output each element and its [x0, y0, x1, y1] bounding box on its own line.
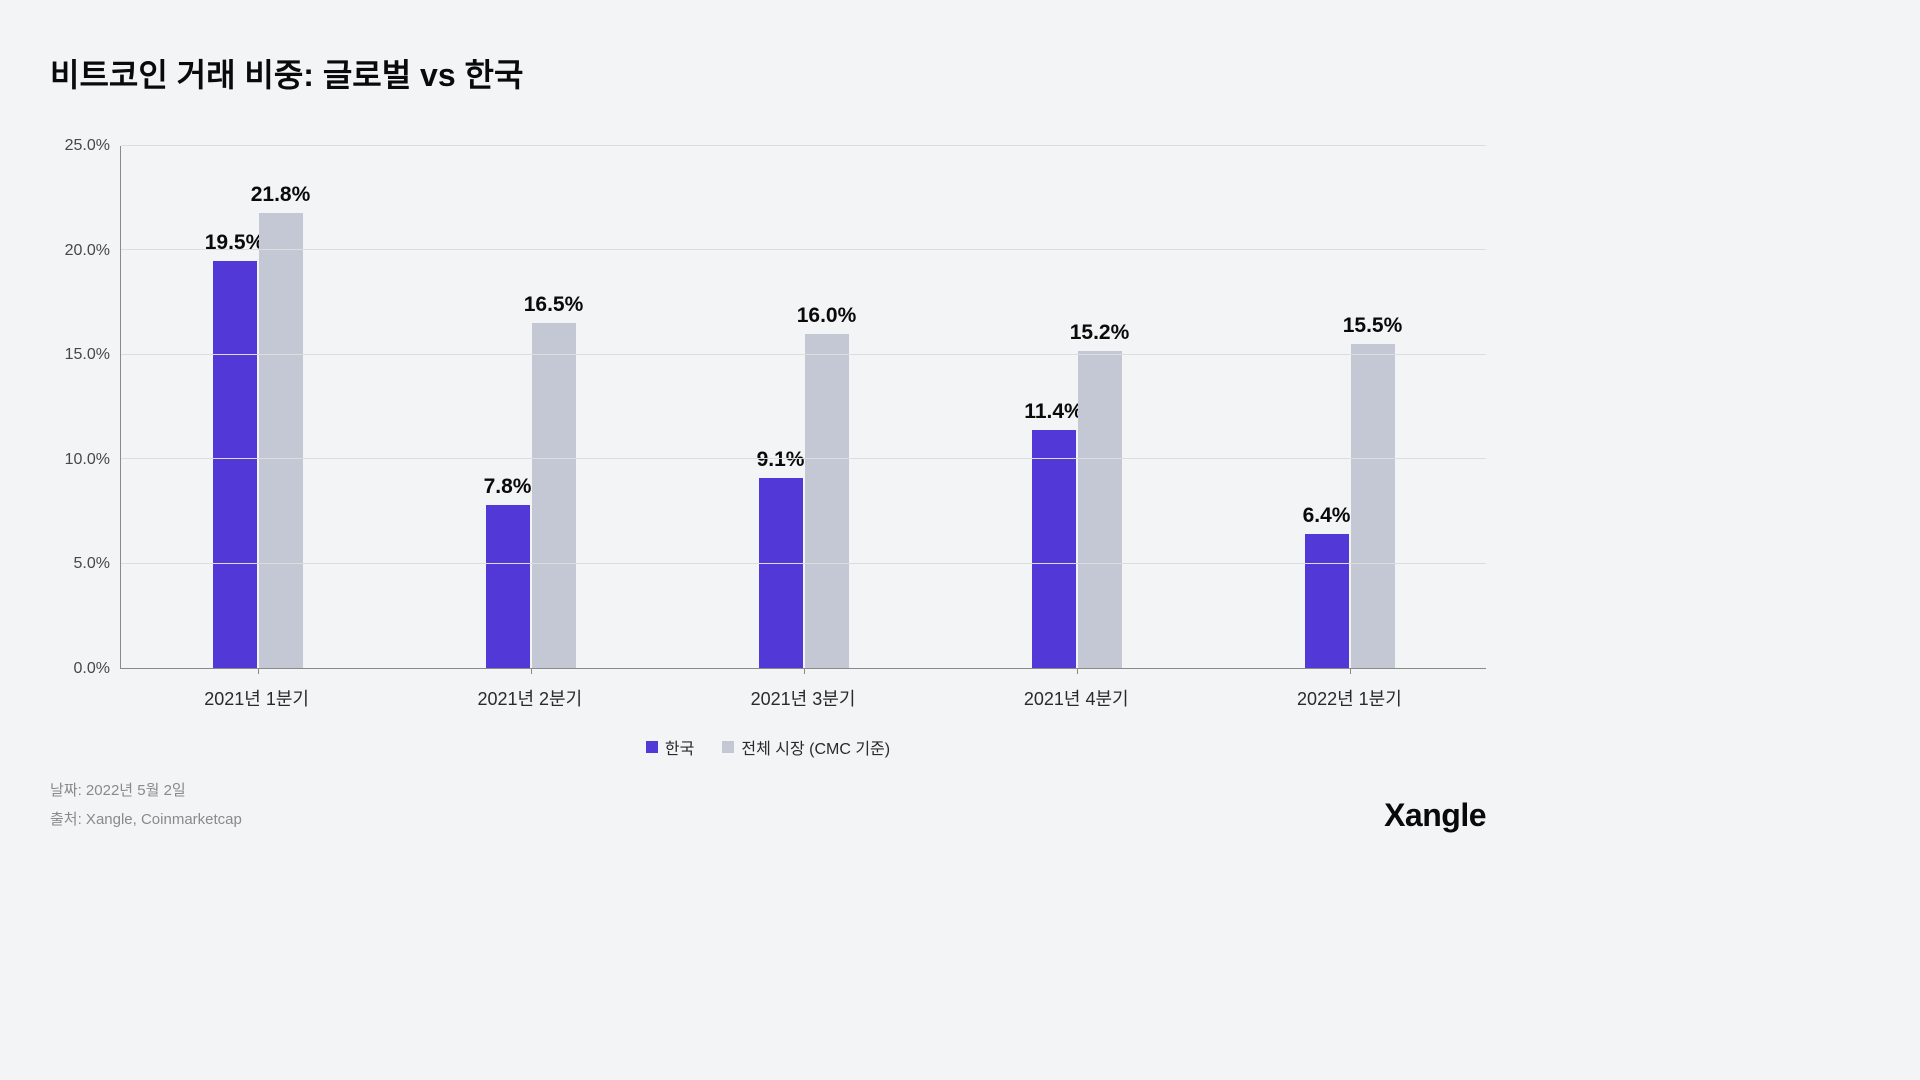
legend-label: 한국	[665, 735, 694, 759]
legend: 한국 전체 시장 (CMC 기준)	[50, 735, 1486, 759]
bar-value-label: 16.0%	[797, 304, 857, 334]
bar-group: 7.8%16.5%	[394, 146, 667, 668]
bar-group: 9.1%16.0%	[667, 146, 940, 668]
footer: 날짜: 2022년 5월 2일 출처: Xangle, Coinmarketca…	[50, 777, 1486, 834]
x-tick: 2021년 4분기	[940, 669, 1213, 711]
bar: 9.1%	[759, 478, 803, 668]
bar-value-label: 21.8%	[251, 183, 311, 213]
y-tick: 20.0%	[65, 242, 120, 260]
plot-body: 19.5%21.8%7.8%16.5%9.1%16.0%11.4%15.2%6.…	[120, 146, 1486, 669]
chart-area: 0.0%5.0%10.0%15.0%20.0%25.0% 19.5%21.8%7…	[50, 146, 1486, 759]
y-tick: 15.0%	[65, 346, 120, 364]
chart-container: 비트코인 거래 비중: 글로벌 vs 한국 0.0% 5.0% 10.0% 15.0%…	[0, 0, 1536, 864]
bar: 6.4%	[1305, 534, 1349, 668]
chart-title: 비트코인 거래 비중: 글로벌 vs 한국	[50, 50, 1486, 96]
x-tick: 2021년 3분기	[666, 669, 939, 711]
bar: 19.5%	[213, 261, 257, 668]
bar-value-label: 15.2%	[1070, 321, 1130, 351]
bar: 15.2%	[1078, 351, 1122, 668]
x-tickmark	[258, 668, 259, 674]
bar-group: 11.4%15.2%	[940, 146, 1213, 668]
bar-value-label: 9.1%	[757, 448, 805, 478]
meta-source: 출처: Xangle, Coinmarketcap	[50, 806, 242, 835]
bar: 7.8%	[486, 505, 530, 668]
brand-logo: Xangle	[1384, 797, 1486, 834]
x-tick: 2022년 1분기	[1213, 669, 1486, 711]
x-tickmark	[531, 668, 532, 674]
bars-row: 19.5%21.8%7.8%16.5%9.1%16.0%11.4%15.2%6.…	[121, 146, 1486, 668]
x-tickmark	[1350, 668, 1351, 674]
gridline	[121, 563, 1486, 564]
bar-value-label: 11.4%	[1024, 400, 1082, 430]
x-tick: 2021년 2분기	[393, 669, 666, 711]
x-tickmark	[804, 668, 805, 674]
bar: 21.8%	[259, 213, 303, 668]
legend-item: 한국	[646, 735, 694, 759]
bar: 11.4%	[1032, 430, 1076, 668]
bar-value-label: 6.4%	[1303, 504, 1351, 534]
gridline	[121, 354, 1486, 355]
legend-item: 전체 시장 (CMC 기준)	[722, 735, 890, 759]
y-tick: 0.0%	[74, 660, 120, 678]
bar-value-label: 7.8%	[484, 475, 532, 505]
y-axis: 0.0%5.0%10.0%15.0%20.0%25.0%	[50, 146, 120, 669]
meta-date: 날짜: 2022년 5월 2일	[50, 777, 242, 806]
legend-swatch	[646, 741, 658, 753]
gridline	[121, 249, 1486, 250]
gridline	[121, 145, 1486, 146]
meta-block: 날짜: 2022년 5월 2일 출처: Xangle, Coinmarketca…	[50, 777, 242, 834]
plot: 0.0%5.0%10.0%15.0%20.0%25.0% 19.5%21.8%7…	[50, 146, 1486, 669]
x-tick: 2021년 1분기	[120, 669, 393, 711]
y-tick: 10.0%	[65, 451, 120, 469]
y-tick: 25.0%	[65, 137, 120, 155]
bar-value-label: 19.5%	[205, 231, 265, 261]
legend-swatch	[722, 741, 734, 753]
y-tick: 5.0%	[74, 555, 120, 573]
bar-value-label: 15.5%	[1343, 314, 1403, 344]
bar-group: 19.5%21.8%	[121, 146, 394, 668]
gridline	[121, 458, 1486, 459]
bar: 15.5%	[1351, 344, 1395, 668]
bar-value-label: 16.5%	[524, 293, 584, 323]
legend-label: 전체 시장 (CMC 기준)	[741, 735, 890, 759]
bar-group: 6.4%15.5%	[1213, 146, 1486, 668]
x-axis: 2021년 1분기2021년 2분기2021년 3분기2021년 4분기2022…	[120, 669, 1486, 711]
x-tickmark	[1077, 668, 1078, 674]
bar: 16.5%	[532, 323, 576, 668]
bar: 16.0%	[805, 334, 849, 668]
